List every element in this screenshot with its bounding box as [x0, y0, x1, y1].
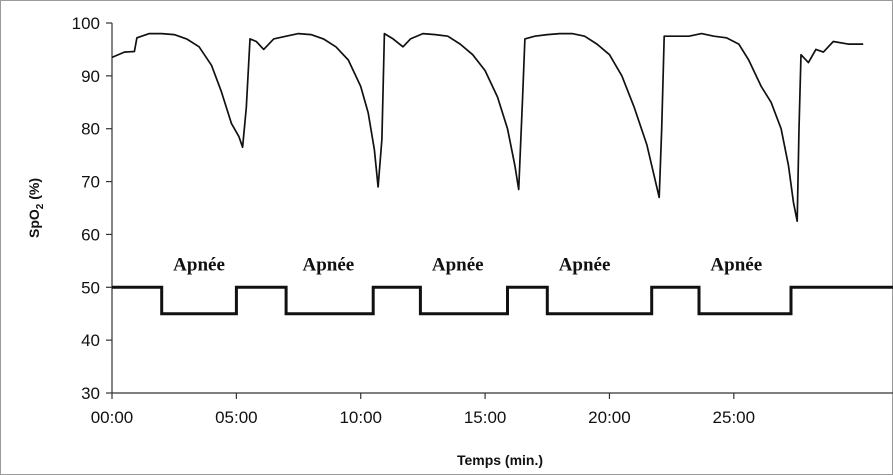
x-tick-label: 15:00	[464, 408, 507, 427]
x-tick-label: 10:00	[339, 408, 382, 427]
apnea-label: Apnée	[173, 254, 225, 275]
axes	[111, 23, 893, 394]
apnea-label: Apnée	[432, 254, 484, 275]
y-tick-label: 90	[81, 67, 100, 86]
y-tick-label: 60	[81, 225, 100, 244]
y-tick-label: 80	[81, 120, 100, 139]
x-tick-label: 00:00	[91, 408, 134, 427]
apnea-step-line	[112, 285, 893, 316]
x-tick-label: 25:00	[713, 408, 756, 427]
annotations: Apnée Apnée Apnée Apnée Apnée	[173, 254, 762, 275]
y-tick-label: 70	[81, 173, 100, 192]
spo2-line	[111, 32, 864, 223]
x-tick-label: 20:00	[588, 408, 631, 427]
y-tick-label: 50	[81, 278, 100, 297]
apnea-label: Apnée	[303, 254, 355, 275]
apnea-label: Apnée	[710, 254, 762, 275]
x-axis-ticks: 00:00 05:00 10:00 15:00 20:00 25:00	[91, 393, 755, 427]
y-tick-label: 40	[81, 331, 100, 350]
apnea-label: Apnée	[559, 254, 611, 275]
x-axis-title: Temps (min.)	[457, 452, 543, 468]
y-axis-title: SpO2 (%)	[26, 178, 46, 238]
y-axis-title-rest: (%)	[26, 178, 42, 204]
y-axis-title-main: SpO	[26, 209, 42, 238]
y-axis-ticks: 30 40 50 60 70 80 90 100	[72, 14, 112, 403]
y-tick-label: 30	[81, 384, 100, 403]
y-axis-title-subscript: 2	[35, 203, 46, 209]
y-tick-label: 100	[72, 14, 100, 33]
x-tick-label: 05:00	[215, 408, 258, 427]
series-group	[111, 32, 893, 316]
